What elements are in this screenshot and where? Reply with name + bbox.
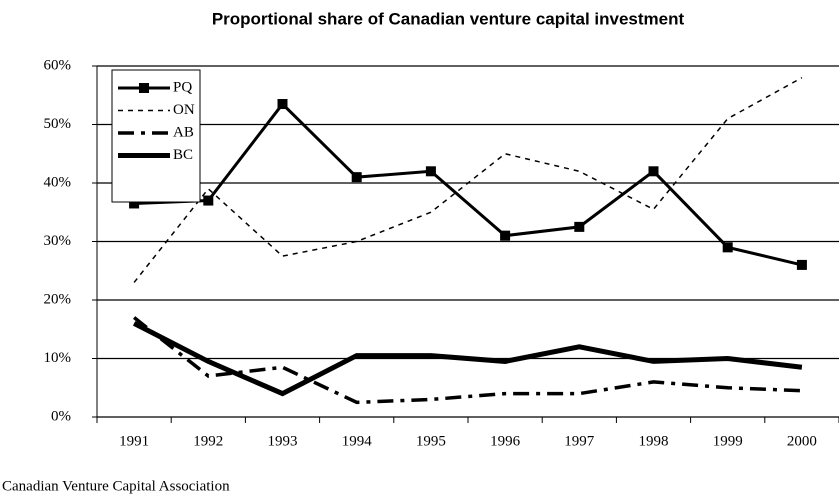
legend-label: PQ [173,79,192,95]
x-tick-label: 1997 [564,433,595,449]
legend-label: AB [173,124,194,140]
y-tick-label: 10% [44,350,72,366]
series-line [134,101,803,267]
legend-box [111,69,201,203]
marker [351,172,362,183]
y-tick-label: 20% [44,291,72,307]
x-tick-label: 1999 [713,433,743,449]
x-tick-label: 1996 [490,433,521,449]
x-tick-label: 1992 [193,433,223,449]
y-tick-label: 30% [44,233,72,249]
marker [129,198,140,209]
marker [648,166,659,177]
legend-label: ON [173,102,195,118]
marker [796,259,807,270]
marker [722,242,733,253]
y-tick-label: 50% [44,116,72,132]
series-line [133,316,802,405]
x-tick-label: 1998 [639,433,669,449]
source-note: Canadian Venture Capital Association [2,478,230,494]
x-tick-label: 2000 [787,433,817,449]
marker [425,166,436,177]
marker [277,99,288,110]
series-line [133,77,803,283]
marker [203,195,214,206]
x-tick-label: 1995 [416,433,446,449]
x-tick-label: 1991 [119,433,149,449]
y-tick-label: 40% [44,174,72,190]
chart-title: Proportional share of Canadian venture c… [212,9,685,28]
marker [574,221,585,232]
legend-marker [139,83,149,93]
legend-label: BC [173,147,193,163]
y-tick-label: 0% [51,408,71,424]
x-tick-label: 1994 [342,433,373,449]
marker [500,230,511,241]
series-line [132,321,803,397]
x-tick-label: 1993 [268,433,298,449]
y-tick-label: 60% [44,57,72,73]
